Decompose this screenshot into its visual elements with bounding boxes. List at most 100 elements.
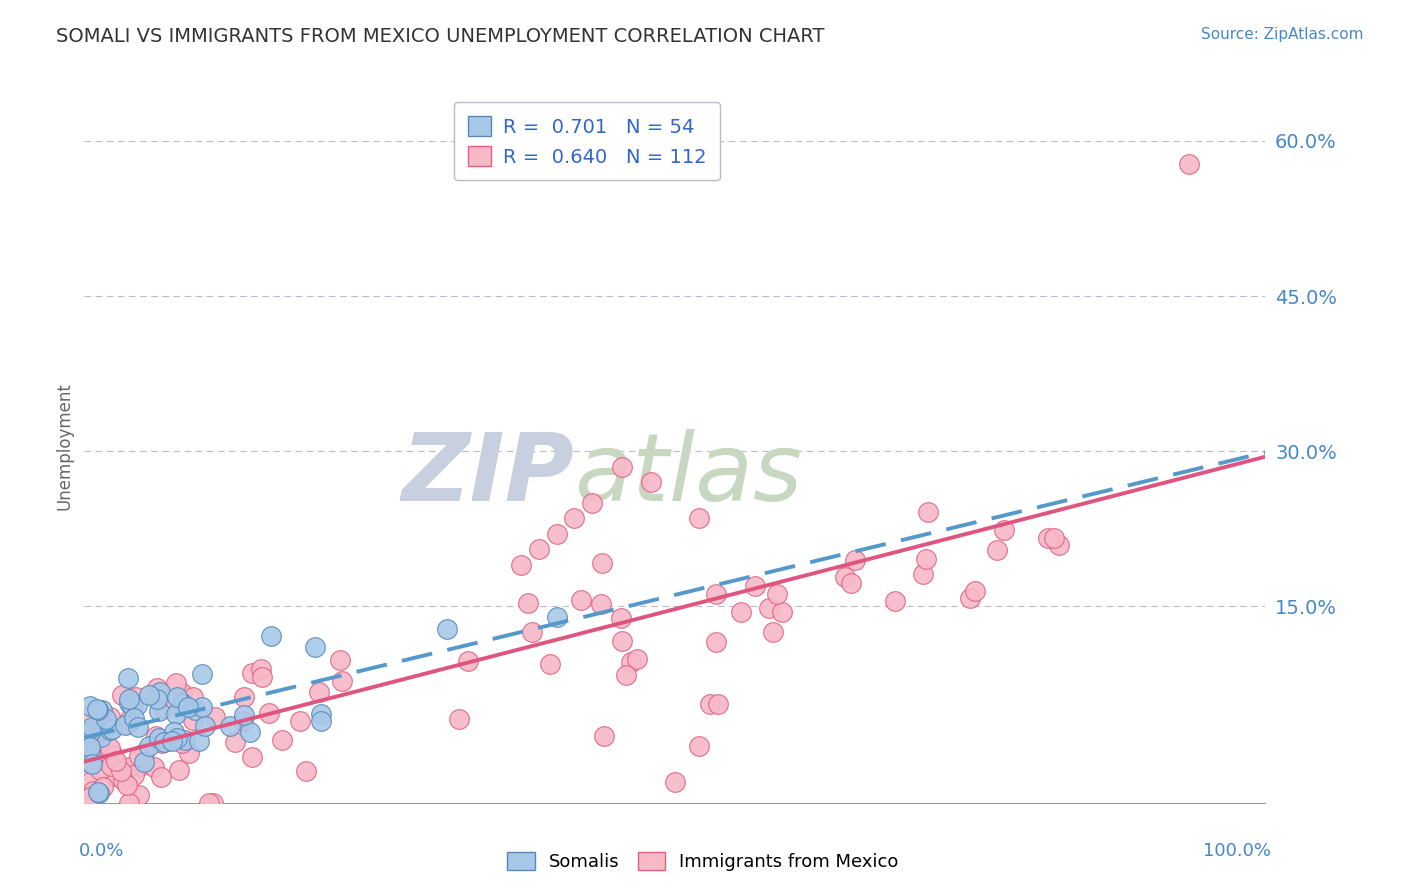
Point xyxy=(79,790,101,805)
Point xyxy=(117,796,139,810)
Point xyxy=(118,713,141,727)
Point xyxy=(101,723,124,737)
Point xyxy=(202,796,225,810)
Point xyxy=(172,696,194,710)
Point xyxy=(134,746,156,760)
Point xyxy=(118,696,141,710)
Point xyxy=(993,524,1015,538)
Legend: Somalis, Immigrants from Mexico: Somalis, Immigrants from Mexico xyxy=(501,845,905,879)
Point xyxy=(911,567,934,582)
Point xyxy=(224,735,246,749)
Point xyxy=(79,724,101,739)
Point xyxy=(172,686,194,700)
Point xyxy=(1177,156,1199,170)
Legend: R =  0.701   N = 54, R =  0.640   N = 112: R = 0.701 N = 54, R = 0.640 N = 112 xyxy=(454,103,720,180)
Point xyxy=(128,788,150,802)
Point xyxy=(610,634,633,648)
Point xyxy=(664,775,686,789)
Point xyxy=(704,586,727,600)
Point xyxy=(688,511,710,525)
Point xyxy=(295,764,318,778)
Point xyxy=(79,744,101,758)
Point xyxy=(564,511,586,525)
Point xyxy=(79,774,101,789)
Point xyxy=(111,688,134,702)
Point xyxy=(79,739,101,753)
Point xyxy=(233,707,256,722)
Point xyxy=(620,655,643,669)
Point xyxy=(110,764,132,778)
Point xyxy=(181,690,204,704)
Point xyxy=(288,714,311,728)
Point xyxy=(758,601,780,615)
Point xyxy=(191,700,214,714)
Point xyxy=(79,725,101,739)
Point xyxy=(240,749,263,764)
Point xyxy=(232,690,254,704)
Point xyxy=(101,747,124,762)
Point xyxy=(142,759,165,773)
Point xyxy=(86,785,108,799)
Point xyxy=(614,668,637,682)
Point xyxy=(112,772,135,787)
Point xyxy=(626,652,648,666)
Point xyxy=(129,759,152,773)
Point xyxy=(914,552,936,566)
Point xyxy=(181,713,204,727)
Point xyxy=(194,719,217,733)
Point xyxy=(98,741,121,756)
Point xyxy=(132,755,155,769)
Point xyxy=(94,713,117,727)
Point xyxy=(118,692,141,706)
Point xyxy=(177,746,200,760)
Point xyxy=(569,592,592,607)
Point xyxy=(917,505,939,519)
Point xyxy=(90,703,112,717)
Point xyxy=(546,527,568,541)
Point xyxy=(581,496,603,510)
Point xyxy=(271,733,294,747)
Point xyxy=(959,591,981,605)
Point xyxy=(329,653,352,667)
Point xyxy=(152,700,174,714)
Point xyxy=(1043,531,1066,545)
Point xyxy=(591,556,613,570)
Point xyxy=(699,697,721,711)
Point xyxy=(173,732,195,747)
Point xyxy=(122,711,145,725)
Point xyxy=(146,692,169,706)
Point xyxy=(148,731,170,745)
Point xyxy=(1038,531,1060,545)
Point xyxy=(884,593,907,607)
Text: atlas: atlas xyxy=(575,429,803,520)
Point xyxy=(1047,538,1070,552)
Point xyxy=(87,703,110,717)
Point xyxy=(250,670,273,684)
Point xyxy=(844,553,866,567)
Point xyxy=(98,710,121,724)
Y-axis label: Unemployment: Unemployment xyxy=(55,382,73,510)
Point xyxy=(166,676,188,690)
Point xyxy=(308,685,330,699)
Point xyxy=(610,611,633,625)
Point xyxy=(87,723,110,738)
Point xyxy=(260,629,283,643)
Point xyxy=(591,597,613,611)
Text: SOMALI VS IMMIGRANTS FROM MEXICO UNEMPLOYMENT CORRELATION CHART: SOMALI VS IMMIGRANTS FROM MEXICO UNEMPLO… xyxy=(56,27,825,45)
Point xyxy=(153,735,176,749)
Point xyxy=(79,699,101,714)
Point xyxy=(166,731,188,745)
Point xyxy=(640,475,662,490)
Point xyxy=(744,579,766,593)
Text: 100.0%: 100.0% xyxy=(1204,842,1271,860)
Point xyxy=(240,665,263,680)
Point xyxy=(114,718,136,732)
Text: 0.0%: 0.0% xyxy=(79,842,124,860)
Point xyxy=(309,714,332,728)
Point xyxy=(309,707,332,722)
Point xyxy=(117,671,139,685)
Point xyxy=(704,634,727,648)
Point xyxy=(79,731,101,745)
Text: ZIP: ZIP xyxy=(402,428,575,521)
Point xyxy=(125,690,148,705)
